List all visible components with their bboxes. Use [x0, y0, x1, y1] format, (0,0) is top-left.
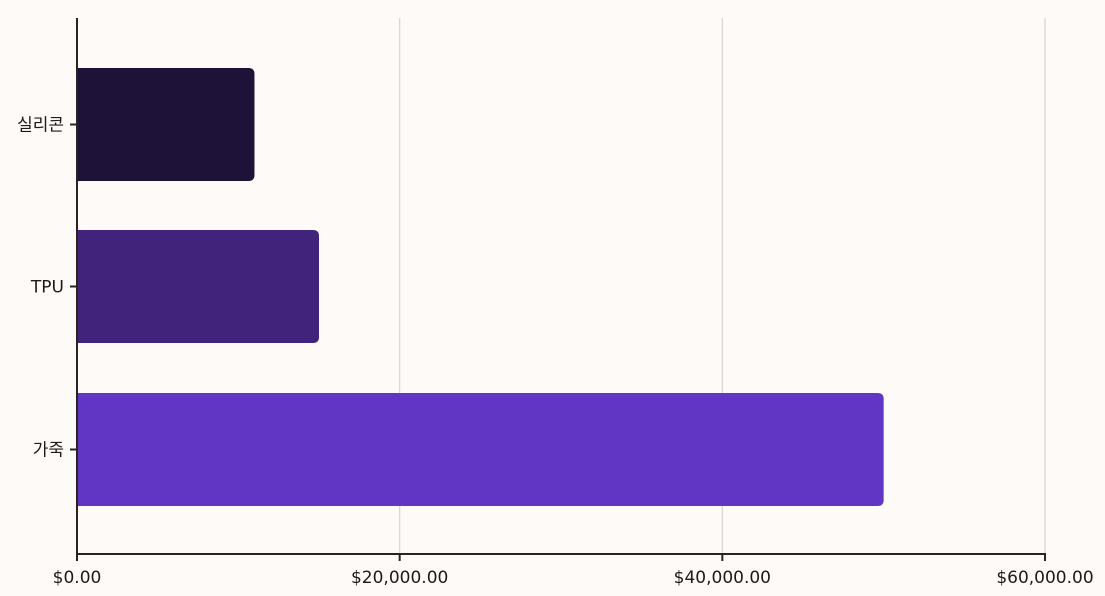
y-axis: 실리콘 TPU 가죽: [17, 18, 78, 555]
x-tick-label: $40,000.00: [674, 568, 771, 588]
y-tick-label: 실리콘: [17, 116, 64, 136]
bar: [77, 68, 255, 181]
x-tick-label: $20,000.00: [351, 568, 448, 588]
x-tick-label: $0.00: [53, 568, 102, 588]
bars: [77, 68, 884, 506]
y-tick-label: 가죽: [33, 441, 64, 461]
bar: [77, 393, 884, 506]
y-tick-label: TPU: [30, 278, 64, 298]
x-axis: $0.00 $20,000.00 $40,000.00 $60,000.00: [53, 553, 1094, 588]
x-tick-label: $60,000.00: [996, 568, 1093, 588]
bar: [77, 230, 319, 343]
